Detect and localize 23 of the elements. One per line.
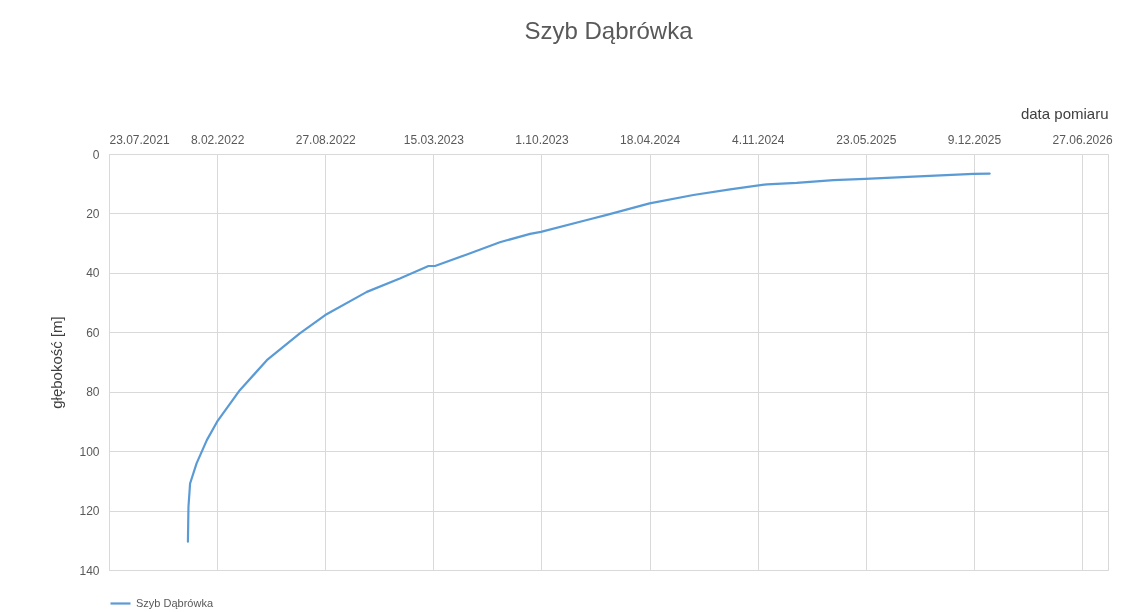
chart-title: Szyb Dąbrówka xyxy=(524,17,694,44)
y-axis-title: głębokość [m] xyxy=(48,316,66,409)
x-tick-label: 27.06.2026 xyxy=(1052,132,1113,147)
legend-label: Szyb Dąbrówka xyxy=(136,596,214,609)
x-tick-label: 15.03.2023 xyxy=(403,132,465,147)
x-tick-label: 23.05.2025 xyxy=(836,132,897,147)
x-tick-label: 27.08.2022 xyxy=(295,132,357,147)
y-tick-label: 60 xyxy=(86,325,100,340)
y-tick-label: 120 xyxy=(79,504,100,519)
line-series xyxy=(186,172,991,543)
x-tick-label: 4.11.2024 xyxy=(731,132,785,147)
x-tick-label: 18.04.2024 xyxy=(620,132,681,147)
x-tick-label: 1.10.2023 xyxy=(515,132,569,147)
x-axis-title: data pomiaru xyxy=(1020,104,1109,122)
y-tick-label: 100 xyxy=(79,444,100,459)
x-tick-label: 9.12.2025 xyxy=(947,132,1002,147)
y-tick-label: 40 xyxy=(86,266,100,281)
x-tick-label: 8.02.2022 xyxy=(190,132,245,147)
y-tick-label: 80 xyxy=(86,385,100,400)
y-tick-label: 20 xyxy=(86,206,100,221)
y-tick-label: 0 xyxy=(92,147,100,162)
x-tick-label: 23.07.2021 xyxy=(109,132,170,147)
y-tick-label: 140 xyxy=(79,563,100,578)
